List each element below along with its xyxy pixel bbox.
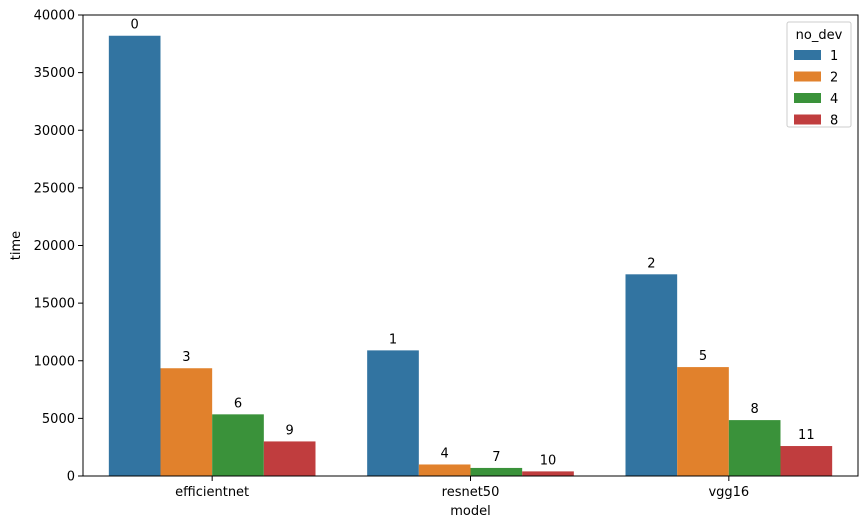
y-tick-label: 25000 (34, 181, 75, 196)
x-tick-label: efficientnet (175, 485, 249, 500)
legend-label: 1 (830, 49, 838, 64)
y-tick-label: 15000 (34, 297, 75, 312)
legend-title: no_dev (796, 28, 843, 43)
bar (522, 471, 574, 476)
bar-data-label: 11 (798, 428, 815, 443)
y-tick-label: 0 (67, 470, 75, 485)
bar (470, 467, 523, 476)
bar (728, 420, 781, 476)
x-tick-label: resnet50 (442, 485, 500, 500)
x-tick-label: vgg16 (708, 485, 749, 500)
legend-label: 4 (830, 92, 838, 107)
y-axis: 0 5000 10000 15000 20000 25000 30000 35000 40000 (34, 9, 83, 485)
bar (108, 35, 161, 477)
bar-data-label: 1 (389, 332, 397, 347)
y-tick-label: 30000 (34, 124, 75, 139)
legend: no_dev 1 2 4 8 (786, 21, 852, 129)
bar (625, 274, 678, 476)
bar-data-label: 0 (131, 18, 139, 33)
bar (780, 446, 833, 476)
bars-layer (108, 35, 833, 477)
y-tick-label: 20000 (34, 239, 75, 254)
bar (212, 414, 264, 476)
legend-label: 8 (830, 114, 838, 129)
legend-items: 1 2 4 8 (794, 49, 838, 129)
bar-data-label: 5 (699, 349, 707, 364)
bar-data-label: 2 (647, 256, 655, 271)
bar (367, 350, 419, 476)
legend-swatch (794, 71, 821, 82)
bar-data-label: 3 (182, 350, 190, 365)
x-axis: efficientnet resnet50 vgg16 (175, 476, 749, 500)
legend-swatch (794, 50, 821, 60)
legend-swatch (794, 114, 821, 125)
y-tick-label: 35000 (34, 66, 75, 81)
bar-data-label: 10 (540, 453, 557, 468)
legend-swatch (794, 93, 821, 103)
y-tick-label: 5000 (42, 412, 75, 427)
bar (263, 441, 316, 476)
bar-data-label: 6 (234, 396, 242, 411)
bar (160, 368, 213, 476)
legend-label: 2 (830, 71, 838, 86)
x-axis-title: model (450, 504, 490, 519)
y-axis-title: time (9, 231, 24, 260)
bar-data-label: 8 (751, 402, 759, 417)
y-tick-label: 40000 (34, 9, 75, 24)
bar-data-label: 7 (492, 450, 500, 465)
bar-data-label: 9 (286, 423, 294, 438)
bar (677, 367, 729, 476)
y-tick-label: 10000 (34, 354, 75, 369)
bar-data-label: 4 (441, 446, 449, 461)
bar (418, 464, 471, 476)
bar-labels-layer: 0 3 6 9 1 4 7 10 2 5 8 11 (131, 18, 815, 469)
